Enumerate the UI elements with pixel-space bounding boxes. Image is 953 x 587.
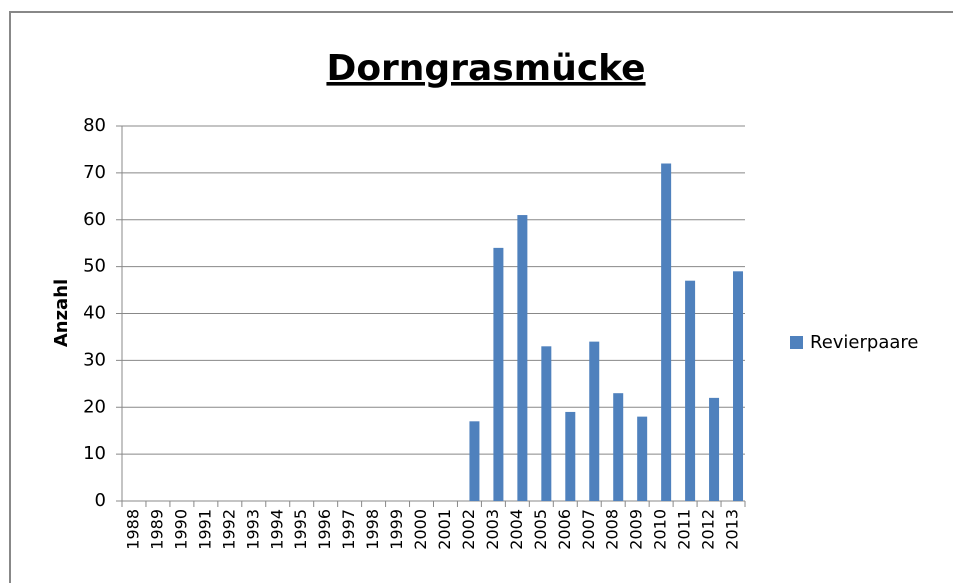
x-tick-label: 2011: [675, 509, 694, 550]
bar: [589, 341, 600, 501]
x-tick-label: 2003: [483, 509, 502, 550]
x-tick-label: 1994: [267, 509, 286, 550]
chart-frame: [9, 11, 953, 587]
x-tick-label: 1988: [123, 509, 142, 550]
x-tick-label: 2008: [603, 509, 622, 550]
x-tick-label: 1995: [291, 509, 310, 550]
y-tick-label: 40: [83, 303, 106, 324]
x-tick-label: 2001: [435, 509, 454, 550]
x-tick-label: 1996: [315, 509, 334, 550]
bar: [685, 280, 696, 501]
x-tick-label: 2006: [555, 509, 574, 550]
bar: [637, 416, 648, 501]
x-tick-label: 1990: [171, 509, 190, 550]
x-tick-label: 2002: [459, 509, 478, 550]
y-tick-label: 30: [83, 349, 106, 370]
x-tick-label: 2010: [651, 509, 670, 550]
bar: [469, 421, 480, 501]
y-axis-label: Anzahl: [51, 279, 72, 347]
y-tick-label: 20: [83, 396, 106, 417]
bar: [517, 215, 528, 501]
bar: [733, 271, 744, 501]
x-tick-label: 1991: [195, 509, 214, 550]
x-tick-label: 2013: [723, 509, 742, 550]
bar: [565, 411, 576, 501]
x-tick-label: 1989: [147, 509, 166, 550]
chart-title: Dorngrasmücke: [326, 48, 645, 89]
x-tick-label: 1997: [339, 509, 358, 550]
x-tick-label: 2007: [579, 509, 598, 550]
x-tick-label: 1999: [387, 509, 406, 550]
x-tick-label: 2000: [411, 509, 430, 550]
x-tick-label: 1993: [243, 509, 262, 550]
bar: [541, 346, 552, 501]
x-tick-label: 2009: [627, 509, 646, 550]
bar: [661, 163, 672, 501]
y-tick-label: 70: [83, 162, 106, 183]
x-tick-label: 2005: [531, 509, 550, 550]
x-tick-label: 2004: [507, 509, 526, 550]
y-tick-label: 10: [83, 443, 106, 464]
y-tick-label: 50: [83, 256, 106, 277]
bar: [493, 247, 504, 501]
x-tick-label: 1992: [219, 509, 238, 550]
legend-label: Revierpaare: [810, 332, 918, 353]
x-tick-label: 1998: [363, 509, 382, 550]
y-tick-label: 80: [83, 115, 106, 136]
legend-swatch: [790, 336, 803, 349]
y-tick-label: 60: [83, 209, 106, 230]
y-tick-label: 0: [95, 490, 106, 511]
bar: [613, 393, 624, 501]
x-tick-label: 2012: [699, 509, 718, 550]
bar: [709, 397, 720, 501]
